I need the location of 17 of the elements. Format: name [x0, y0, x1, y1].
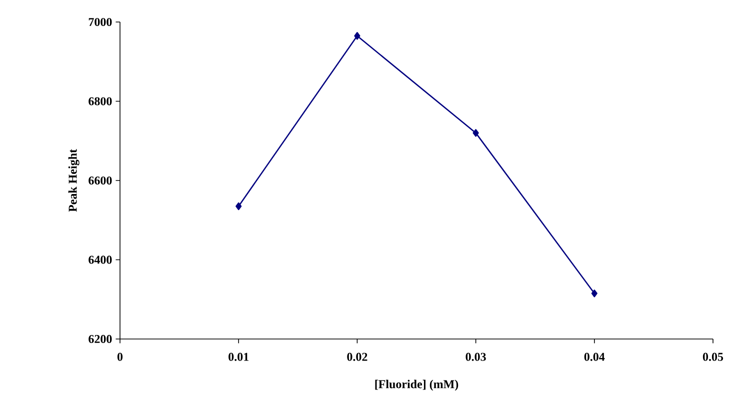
y-tick-label: 6600	[88, 176, 112, 185]
x-tick-label: 0.03	[466, 352, 486, 361]
y-tick-label: 6800	[88, 97, 112, 106]
x-tick-label: 0.01	[228, 352, 248, 361]
x-tick-label: 0.04	[584, 352, 605, 361]
x-tick-label: 0.05	[702, 352, 724, 361]
point	[591, 290, 598, 298]
x-axis-title: [Fluoride] (mM)	[375, 380, 458, 391]
y-tick-label: 6400	[88, 256, 112, 264]
y-tick-label: 6200	[88, 334, 112, 344]
x-tick-label: 0	[117, 352, 123, 361]
y-axis-title: Peak Height	[68, 149, 80, 212]
point	[472, 129, 479, 137]
x-tick-label: 0.02	[347, 352, 368, 361]
y-tick-label: 7000	[88, 18, 112, 26]
point	[236, 202, 242, 210]
point	[354, 32, 360, 40]
